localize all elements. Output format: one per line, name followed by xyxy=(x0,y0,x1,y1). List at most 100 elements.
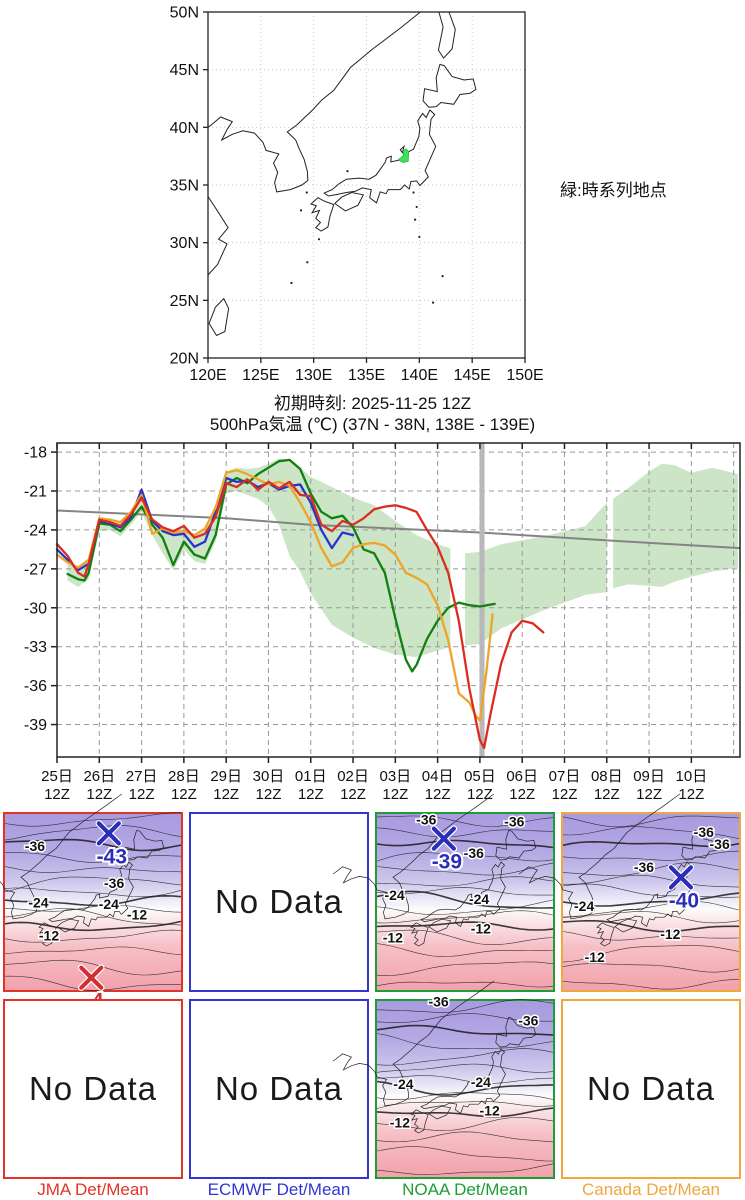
x-tick-day-label: 28日 xyxy=(168,768,200,785)
x-tick-day-label: 01日 xyxy=(295,768,327,785)
x-tick-day-label: 02日 xyxy=(337,768,369,785)
forecast-time-marker-bar xyxy=(479,443,485,757)
contour-value-label: -12 xyxy=(390,1115,410,1131)
contour-value-label: -12 xyxy=(39,928,59,944)
x-tick-day-label: 05日 xyxy=(464,768,496,785)
contour-value-label: -12 xyxy=(127,907,147,923)
contour-value-label: -24 xyxy=(469,891,489,907)
contour-value-label: -24 xyxy=(28,894,48,910)
footer-label-canada: Canada Det/Mean xyxy=(582,1180,720,1199)
x-tick-day-label: 30日 xyxy=(253,768,285,785)
map-lon-label: 135E xyxy=(348,367,385,384)
map-lon-label: 145E xyxy=(453,367,490,384)
series-line-ecmwf xyxy=(55,476,355,572)
contour-value-label: -36 xyxy=(104,875,124,891)
footer-label-ecmwf: ECMWF Det/Mean xyxy=(207,1180,351,1199)
map-lat-label: 50N xyxy=(170,5,199,22)
contour-value-label: -24 xyxy=(393,1076,413,1092)
x-tick-day-label: 06日 xyxy=(506,768,538,785)
extreme-value-label: -43 xyxy=(97,845,127,868)
contour-value-label: -36 xyxy=(694,824,714,840)
contour-value-label: -36 xyxy=(710,836,730,852)
map-lon-label: 140E xyxy=(401,367,438,384)
x-tick-day-label: 03日 xyxy=(379,768,411,785)
x-tick-hour-label: 12Z xyxy=(340,786,366,803)
panel-jma-row2: No Data xyxy=(3,999,183,1179)
contour-value-label: -36 xyxy=(416,812,436,828)
timeseries-chart: -18-21-24-27-30-33-36-3925日12Z26日12Z27日1… xyxy=(24,442,741,803)
contour-value-label: -36 xyxy=(464,845,484,861)
series-line-noaa xyxy=(66,458,496,673)
blue-extreme-marker: -40 xyxy=(667,864,701,914)
x-tick-hour-label: 12Z xyxy=(678,786,704,803)
series-line-jma xyxy=(55,478,545,750)
x-tick-hour-label: 12Z xyxy=(636,786,662,803)
panel-canada-row1: -36 -36 -36 -24 -12 -12 -40 xyxy=(518,793,741,992)
contour-value-label: -24 xyxy=(384,887,404,903)
y-tick-label: -18 xyxy=(24,445,47,462)
footer-label-jma: JMA Det/Mean xyxy=(37,1180,149,1199)
panel-noaa-row2: -36 -36 -24 -24 -12 -12 xyxy=(332,980,555,1179)
x-tick-day-label: 29日 xyxy=(210,768,242,785)
x-tick-hour-label: 12Z xyxy=(256,786,282,803)
contour-value-label: -36 xyxy=(25,838,45,854)
x-tick-hour-label: 12Z xyxy=(171,786,197,803)
y-tick-label: -30 xyxy=(24,600,47,617)
x-tick-hour-label: 12Z xyxy=(129,786,155,803)
x-tick-hour-label: 12Z xyxy=(86,786,112,803)
x-tick-hour-label: 12Z xyxy=(382,786,408,803)
x-tick-hour-label: 12Z xyxy=(425,786,451,803)
y-tick-label: -27 xyxy=(24,561,47,578)
location-map-section: 50N 45N 40N 35N 30N 25N 20N 120E 125E 130E 135E 140… xyxy=(0,0,745,400)
map-lat-label: 25N xyxy=(170,293,199,310)
model-map-image: -36 -36 -24 -24 -12 -12 xyxy=(332,980,554,1177)
contour-value-label: -36 xyxy=(634,859,654,875)
panel-noaa-row1: -36 -36 -36 -24 -24 -12 -12 -39 xyxy=(332,793,555,992)
ensemble-spread-band xyxy=(465,502,607,646)
x-tick-hour-label: 12Z xyxy=(467,786,493,803)
x-tick-hour-label: 12Z xyxy=(594,786,620,803)
model-map-image: -36 -36 -36 -24 -24 -12 -12 -39 xyxy=(332,793,554,990)
x-tick-day-label: 04日 xyxy=(422,768,454,785)
map-lat-label: 40N xyxy=(170,120,199,137)
map-lon-label: 130E xyxy=(295,367,332,384)
map-lat-label: 30N xyxy=(170,235,199,252)
x-tick-day-label: 08日 xyxy=(591,768,623,785)
ensemble-spread-band xyxy=(613,463,738,589)
blue-extreme-marker: -39 xyxy=(430,825,464,876)
contour-value-label: -12 xyxy=(471,921,491,937)
no-data-text: No Data xyxy=(28,1070,158,1107)
y-tick-label: -21 xyxy=(24,484,47,501)
x-tick-hour-label: 12Z xyxy=(298,786,324,803)
x-tick-hour-label: 12Z xyxy=(509,786,535,803)
contour-value-label: -24 xyxy=(574,898,594,914)
extreme-value-label: -40 xyxy=(669,889,699,912)
contour-value-label: -36 xyxy=(518,1013,538,1029)
map-lon-label: 120E xyxy=(189,367,226,384)
map-lat-label: 20N xyxy=(170,351,199,368)
panel-canada-row2: No Data xyxy=(561,999,741,1179)
x-tick-hour-label: 12Z xyxy=(44,786,70,803)
y-tick-label: -39 xyxy=(24,717,47,734)
x-tick-day-label: 10日 xyxy=(676,768,708,785)
panel-ecmwf-row1: No Data xyxy=(189,812,369,992)
chart-subtitle: 500hPa気温 (℃) (37N - 38N, 138E - 139E) xyxy=(209,415,536,434)
climatology-line xyxy=(56,509,741,550)
blue-extreme-marker: -43 xyxy=(95,820,129,870)
timeseries-chart-section: -18 -21 -24 -27 -30 -33 -36 -39 25日 12Z 26日 12Z 27日 1… xyxy=(0,438,745,806)
contour-value-label: -36 xyxy=(504,813,524,829)
contour-value-label: -24 xyxy=(471,1074,491,1090)
x-tick-day-label: 07日 xyxy=(549,768,581,785)
y-tick-label: -33 xyxy=(24,639,47,656)
chart-plot: -18-21-24-27-30-33-36-3925日12Z26日12Z27日1… xyxy=(24,442,741,803)
x-tick-hour-label: 12Z xyxy=(552,786,578,803)
map-lon-label: 125E xyxy=(242,367,279,384)
no-data-text: No Data xyxy=(214,1070,344,1107)
contour-value-label: -12 xyxy=(585,949,605,965)
contour-value-label: -24 xyxy=(99,896,119,912)
map-lat-label: 35N xyxy=(170,178,199,195)
no-data-text: No Data xyxy=(586,1070,716,1107)
x-tick-hour-label: 12Z xyxy=(213,786,239,803)
